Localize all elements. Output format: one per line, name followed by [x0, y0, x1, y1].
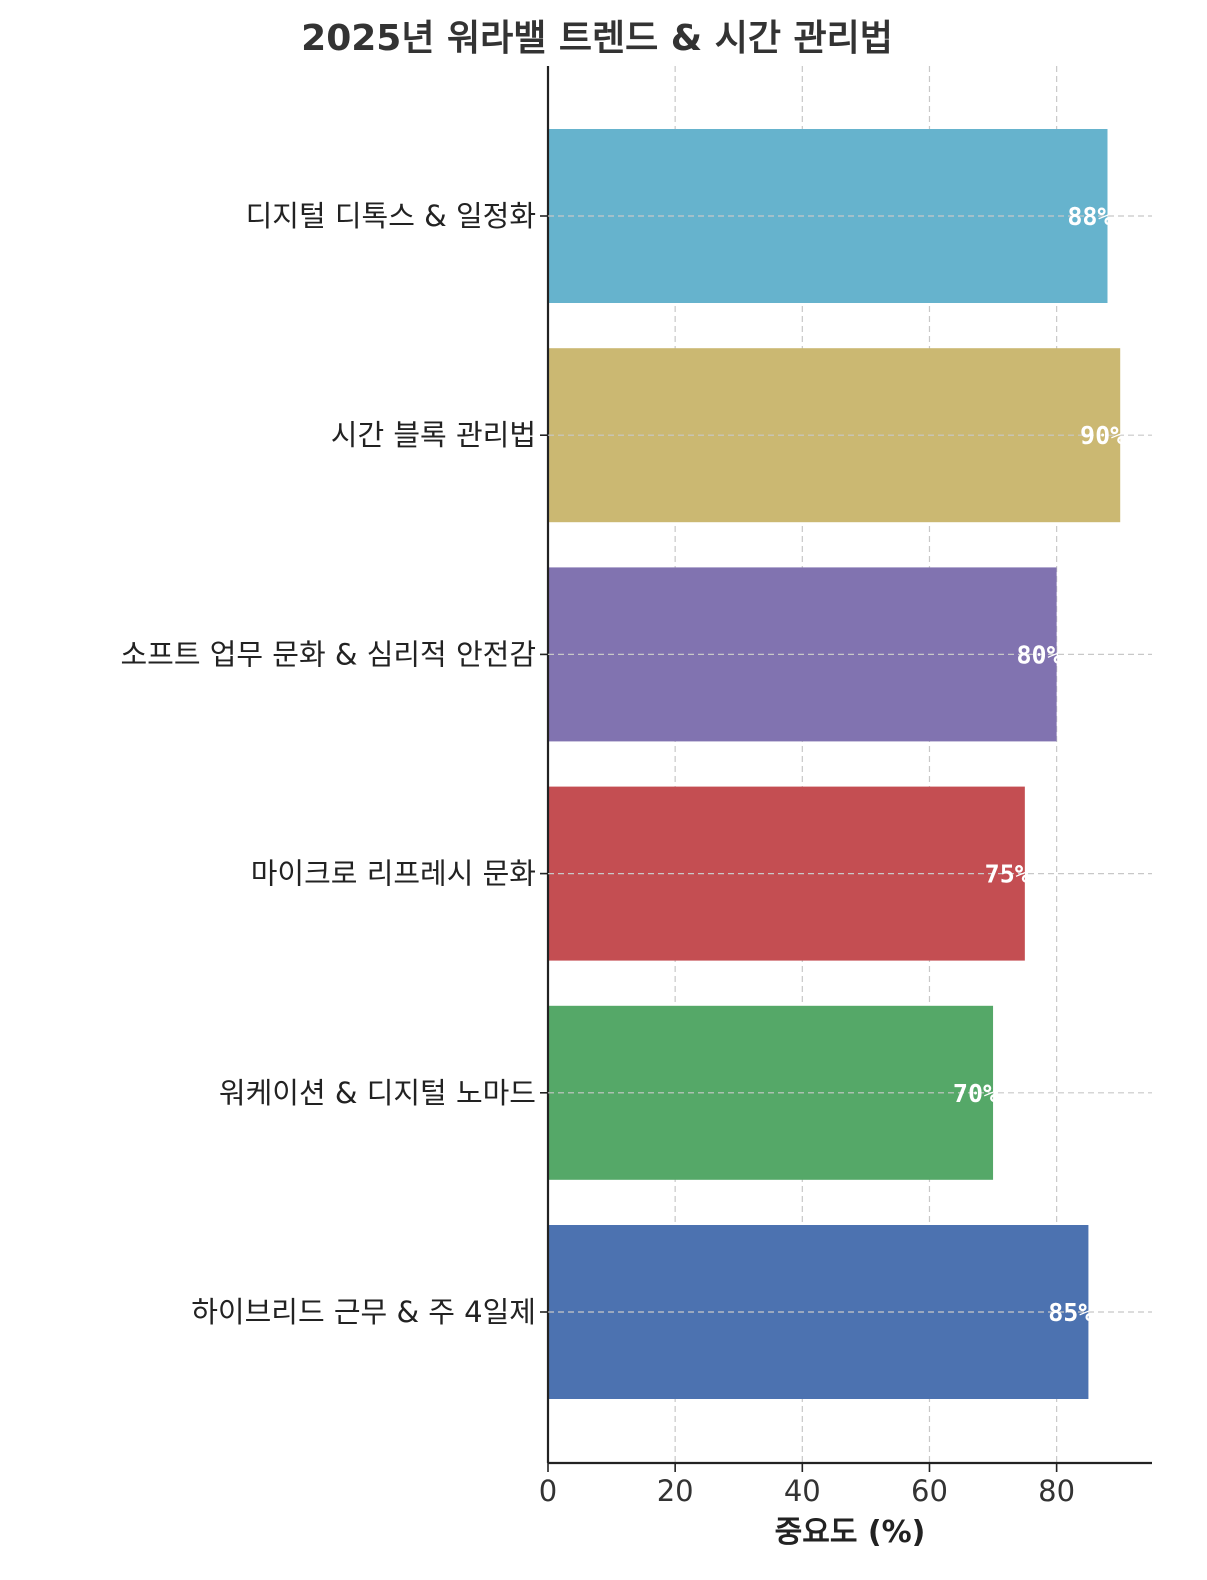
value-label: 70% [953, 1079, 998, 1108]
bars [548, 129, 1121, 1399]
category-label: 마이크로 리프레시 문화 [251, 857, 536, 891]
labels: 디지털 디톡스 & 일정화 88% 시간 블록 관리법 90% 소프트 업무 문화 & … [120, 199, 1152, 1329]
value-label: 75% [985, 860, 1030, 889]
x-tick-label: 80 [1038, 1474, 1075, 1508]
category-label: 워케이션 & 디지털 노마드 [219, 1076, 536, 1110]
value-label: 80% [1016, 640, 1061, 669]
category-label: 디지털 디톡스 & 일정화 [246, 199, 536, 233]
chart-title: 2025년 워라밸 트렌드 & 시간 관리법 [301, 18, 893, 59]
value-label: 90% [1080, 421, 1125, 450]
category-label: 시간 블록 관리법 [331, 418, 536, 452]
value-label: 88% [1067, 202, 1112, 231]
value-label: 85% [1048, 1298, 1093, 1327]
x-tick-label: 60 [911, 1474, 948, 1508]
x-axis-title: 중요도 (%) [775, 1515, 926, 1550]
category-label: 소프트 업무 문화 & 심리적 안전감 [120, 637, 536, 671]
bar [548, 786, 1025, 961]
category-label: 하이브리드 근무 & 주 4일제 [191, 1295, 536, 1329]
x-tick-label: 20 [657, 1474, 694, 1508]
x-tick-label: 40 [784, 1474, 821, 1508]
x-tick-label: 0 [539, 1474, 557, 1508]
axes: 0 20 40 60 80 [539, 66, 1152, 1508]
